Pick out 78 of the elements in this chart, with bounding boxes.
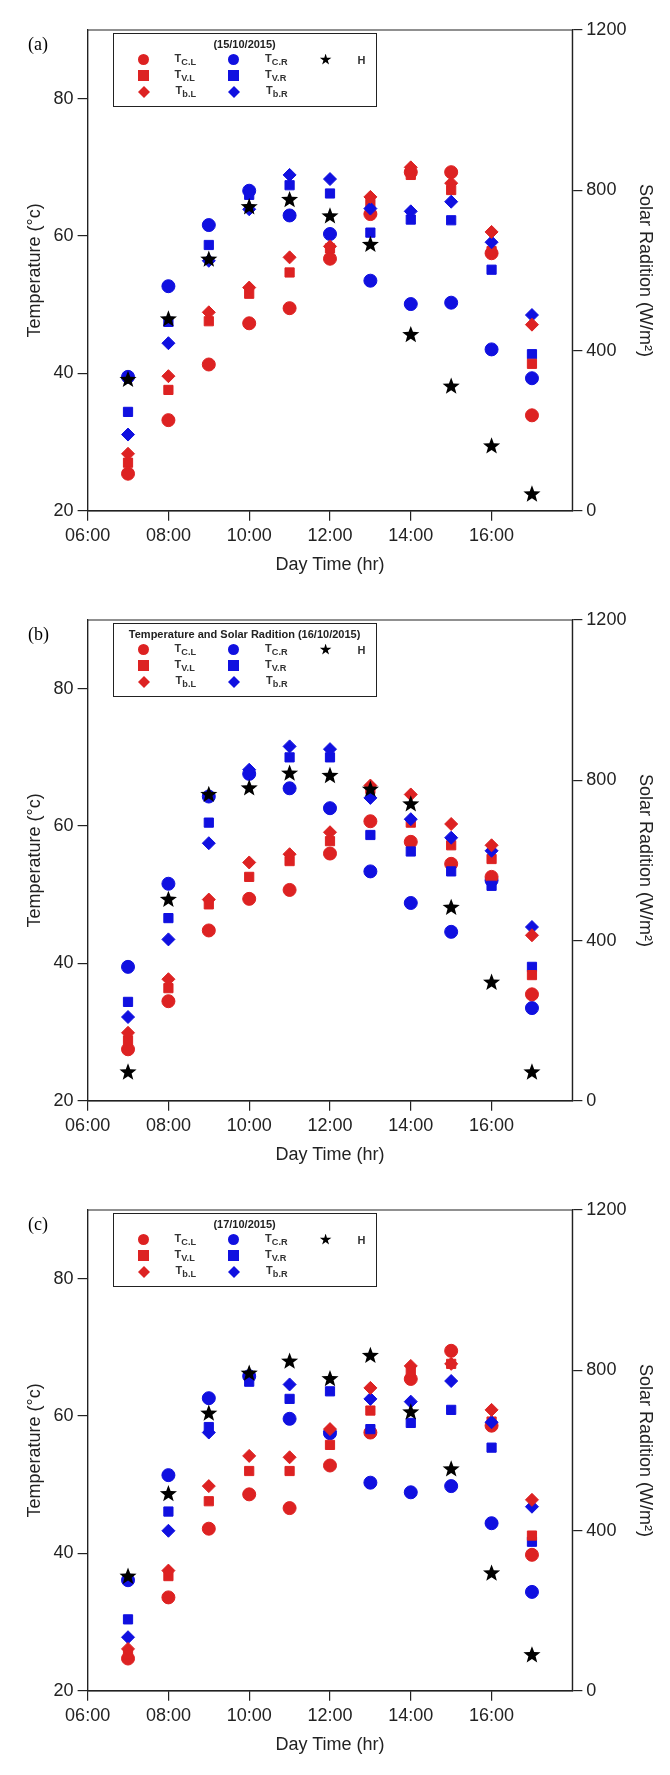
y2-tick-label: 800 <box>586 1359 617 1380</box>
legend-label: T$_{C.L}$ <box>174 1232 197 1248</box>
y2-tick-label: 1200 <box>586 18 627 39</box>
y-tick-label: 20 <box>53 499 74 520</box>
x-tick-label: 16:00 <box>469 524 515 545</box>
legend-label: T$_{C.L}$ <box>174 52 197 68</box>
y-tick-label: 40 <box>53 952 74 973</box>
y2-tick-label: 400 <box>586 1519 617 1540</box>
y-axis-title: Temperature (°c) <box>23 793 44 928</box>
y2-axis-title: Solar Radition (W/m²) <box>636 183 657 357</box>
legend-label: T$_{V.R}$ <box>265 68 287 84</box>
x-tick-label: 08:00 <box>145 524 191 545</box>
y-tick-label: 20 <box>53 1679 74 1700</box>
legend-title: (15/10/2015) <box>212 38 277 50</box>
x-tick-label: 10:00 <box>226 524 272 545</box>
y2-tick-label: 0 <box>586 1089 597 1110</box>
legend-label: T$_{b.L}$ <box>175 84 197 100</box>
x-tick-label: 10:00 <box>226 1704 272 1725</box>
y-tick-label: 20 <box>53 1089 74 1110</box>
x-tick-label: 10:00 <box>226 1114 272 1135</box>
x-axis-title: Day Time (hr) <box>275 554 385 575</box>
y2-tick-label: 0 <box>586 499 597 520</box>
legend-label: T$_{C.L}$ <box>174 642 197 658</box>
x-tick-label: 14:00 <box>388 1114 434 1135</box>
x-tick-label: 14:00 <box>388 524 434 545</box>
x-tick-label: 16:00 <box>469 1114 515 1135</box>
y2-axis-title: Solar Radition (W/m²) <box>636 1363 657 1537</box>
y2-tick-label: 0 <box>586 1679 597 1700</box>
legend-label: T$_{C.R}$ <box>265 1232 288 1248</box>
x-tick-label: 12:00 <box>307 1704 353 1725</box>
y-tick-label: 80 <box>53 677 74 698</box>
y-tick-label: 60 <box>53 815 74 836</box>
y2-tick-label: 1200 <box>586 608 627 629</box>
y-axis-title: Temperature (°c) <box>23 1383 44 1518</box>
legend-label: T$_{V.L}$ <box>174 1248 195 1264</box>
legend-label: T$_{V.R}$ <box>265 1248 287 1264</box>
y2-axis-title: Solar Radition (W/m²) <box>636 773 657 947</box>
y-tick-label: 80 <box>53 1267 74 1288</box>
y-axis-title: Temperature (°c) <box>23 203 44 338</box>
text: (a) <box>28 33 48 55</box>
legend-label: H <box>357 1233 366 1246</box>
x-tick-label: 08:00 <box>145 1114 191 1135</box>
y2-tick-label: 800 <box>586 769 617 790</box>
legend-label: T$_{b.R}$ <box>266 84 288 100</box>
x-axis-title: Day Time (hr) <box>275 1144 385 1165</box>
legend-label: T$_{b.R}$ <box>266 674 288 690</box>
y2-tick-label: 1200 <box>586 1198 627 1219</box>
y-tick-label: 60 <box>53 225 74 246</box>
y2-tick-label: 400 <box>586 339 617 360</box>
x-tick-label: 06:00 <box>65 524 111 545</box>
x-tick-label: 06:00 <box>65 1704 111 1725</box>
legend-label: T$_{V.L}$ <box>174 658 195 674</box>
legend-title: (17/10/2015) <box>212 1218 277 1230</box>
text: (b) <box>28 623 49 645</box>
legend-title: Temperature and Solar Radition (16/10/2015) <box>127 628 362 640</box>
text: (c) <box>28 1213 48 1235</box>
legend-label: T$_{C.R}$ <box>265 52 288 68</box>
y2-tick-label: 800 <box>586 179 617 200</box>
x-tick-label: 14:00 <box>388 1704 434 1725</box>
legend-label: T$_{b.L}$ <box>175 674 197 690</box>
y-tick-label: 60 <box>53 1405 74 1426</box>
x-tick-label: 12:00 <box>307 524 353 545</box>
y-tick-label: 40 <box>53 1542 74 1563</box>
legend-label: T$_{V.L}$ <box>174 68 195 84</box>
legend-label: T$_{C.R}$ <box>265 642 288 658</box>
legend-label: T$_{b.L}$ <box>175 1264 197 1280</box>
x-axis-title: Day Time (hr) <box>275 1734 385 1755</box>
legend-label: H <box>357 643 366 656</box>
y2-tick-label: 400 <box>586 929 617 950</box>
x-tick-label: 06:00 <box>65 1114 111 1135</box>
x-tick-label: 12:00 <box>307 1114 353 1135</box>
y-tick-label: 80 <box>53 87 74 108</box>
x-tick-label: 16:00 <box>469 1704 515 1725</box>
x-tick-label: 08:00 <box>145 1704 191 1725</box>
legend-label: T$_{b.R}$ <box>266 1264 288 1280</box>
legend-label: H <box>357 53 366 66</box>
legend-label: T$_{V.R}$ <box>265 658 287 674</box>
y-tick-label: 40 <box>53 362 74 383</box>
